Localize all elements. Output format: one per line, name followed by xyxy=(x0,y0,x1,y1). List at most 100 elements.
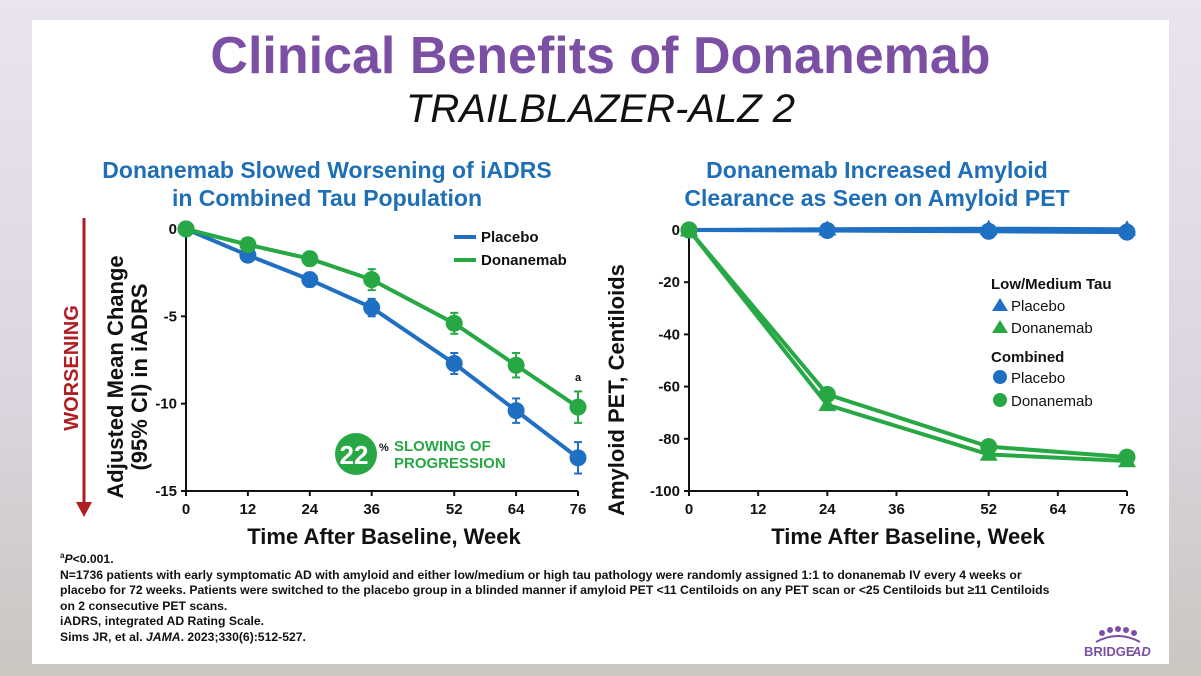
amyloid-combined-donanemab-line xyxy=(687,228,1128,460)
amyloid-combined-donanemab-point xyxy=(980,438,998,456)
callout-circle xyxy=(335,433,377,475)
left-y-axis-label-line1: Adjusted Mean Change xyxy=(103,255,128,498)
citation-rest: . 2023;330(6):512-527. xyxy=(180,630,306,645)
iadrs-y-tick-label: 0 xyxy=(169,221,177,238)
amyloid-low-medium-tau-donanemab-line xyxy=(687,228,1128,463)
amyloid-x-tick-label: 76 xyxy=(1119,501,1136,518)
footnote-line-1: N=1736 patients with early symptomatic A… xyxy=(60,567,1022,582)
iadrs-donanemab-point xyxy=(239,236,257,254)
left-series xyxy=(177,220,587,475)
slide-subtitle: TRAILBLAZER-ALZ 2 xyxy=(405,87,795,131)
citation-author: Sims JR, et al. xyxy=(60,630,147,645)
iadrs-donanemab-point xyxy=(507,356,525,374)
legend-group-combined: Combined xyxy=(991,349,1064,366)
right-series xyxy=(680,219,1136,468)
slide: Clinical Benefits of Donanemab TRAILBLAZ… xyxy=(32,20,1169,664)
right-chart-title-line2: Clearance as Seen on Amyloid PET xyxy=(684,185,1070,211)
amyloid-x-tick-label: 52 xyxy=(980,501,997,518)
iadrs-donanemab-point xyxy=(177,220,195,238)
legend-group-low-medium-tau: Low/Medium Tau xyxy=(991,276,1112,293)
slide-title: Clinical Benefits of Donanemab xyxy=(210,27,991,85)
iadrs-x-tick-label: 76 xyxy=(570,501,587,518)
legend-lm-placebo-marker xyxy=(992,298,1008,311)
iadrs-chart: WORSENING Adjusted Mean Change (95% CI) … xyxy=(61,218,1136,549)
iadrs-y-tick-label: -5 xyxy=(164,308,177,325)
callout-value: 22 xyxy=(340,440,369,470)
amyloid-y-tick-label: 0 xyxy=(672,222,680,239)
legend-lm-donanemab-label: Donanemab xyxy=(1011,320,1093,337)
amyloid-x-tick-label: 12 xyxy=(750,501,767,518)
amyloid-combined-donanemab-point xyxy=(680,221,698,239)
left-x-axis-label: Time After Baseline, Week xyxy=(247,524,521,549)
footnote-a: aP<0.001. xyxy=(60,548,1080,568)
iadrs-donanemab-point xyxy=(569,398,587,416)
footnote-line-4: iADRS, integrated AD Rating Scale. xyxy=(60,614,265,629)
logo-text-italic: AD xyxy=(1131,644,1151,659)
left-y-axis-label-line2: (95% CI) in iADRS xyxy=(127,283,152,470)
iadrs-placebo-point xyxy=(569,449,587,467)
amyloid-combined-placebo-point xyxy=(1118,223,1136,241)
amyloid-x-tick-label: 0 xyxy=(685,501,693,518)
footnote-a-p: P xyxy=(64,552,73,567)
legend-c-placebo-label: Placebo xyxy=(1011,370,1065,387)
citation-journal: JAMA xyxy=(146,630,181,645)
legend-c-placebo-marker xyxy=(993,370,1007,384)
amyloid-y-tick-label: -60 xyxy=(658,379,680,396)
amyloid-x-tick-label: 64 xyxy=(1049,501,1066,518)
callout-text-line1: SLOWING OF xyxy=(394,438,491,455)
iadrs-x-tick-label: 24 xyxy=(301,501,318,518)
logo-text: BRIDGE xyxy=(1084,644,1135,659)
iadrs-x-tick-label: 52 xyxy=(446,501,463,518)
iadrs-y-tick-label: -10 xyxy=(155,396,177,413)
footnote-line-2: placebo for 72 weeks. Patients were swit… xyxy=(60,583,1050,598)
iadrs-placebo-point xyxy=(445,354,463,372)
legend-placebo-label: Placebo xyxy=(481,229,539,246)
footnote-a-rest: <0.001. xyxy=(72,552,114,567)
right-y-axis-label: Amyloid PET, Centiloids xyxy=(604,264,629,516)
iadrs-donanemab-point xyxy=(301,250,319,268)
iadrs-y-tick-label: -15 xyxy=(155,483,177,500)
iadrs-x-tick-label: 0 xyxy=(182,501,190,518)
iadrs-donanemab-point xyxy=(445,314,463,332)
amyloid-y-tick-label: -40 xyxy=(658,326,680,343)
footnote-a-sup: a xyxy=(60,551,65,560)
amyloid-x-tick-label: 36 xyxy=(888,501,905,518)
amyloid-y-tick-label: -100 xyxy=(650,483,680,500)
left-axes: 0 -5 -10 -15 0 12 24 36 52 64 76 xyxy=(155,221,586,518)
iadrs-donanemab-point xyxy=(363,271,381,289)
amyloid-combined-donanemab-point xyxy=(818,385,836,403)
amyloid-combined-placebo-line xyxy=(688,228,1128,235)
iadrs-placebo-point xyxy=(301,271,319,289)
callout-text-line2: PROGRESSION xyxy=(394,455,506,472)
amyloid-combined-donanemab-point xyxy=(1118,448,1136,466)
amyloid-y-tick-label: -20 xyxy=(658,274,680,291)
worsening-label: WORSENING xyxy=(61,305,83,431)
right-x-axis-label: Time After Baseline, Week xyxy=(771,524,1045,549)
significance-annotation: a xyxy=(575,372,582,384)
callout-unit: % xyxy=(379,442,389,454)
left-chart-title-line2: in Combined Tau Population xyxy=(171,185,483,211)
footnotes: aP<0.001. N=1736 patients with early sym… xyxy=(60,548,1080,646)
iadrs-x-tick-label: 64 xyxy=(508,501,525,518)
legend-donanemab-label: Donanemab xyxy=(481,252,567,269)
amyloid-x-tick-label: 24 xyxy=(819,501,836,518)
left-chart-title-line1: Donanemab Slowed Worsening of iADRS xyxy=(102,157,552,183)
iadrs-x-tick-label: 12 xyxy=(240,501,257,518)
right-axes: 0 -20 -40 -60 -80 -100 0 12 24 36 52 64 76 xyxy=(650,222,1135,518)
iadrs-placebo-point xyxy=(507,402,525,420)
iadrs-x-tick-label: 36 xyxy=(363,501,380,518)
iadrs-placebo-point xyxy=(363,299,381,317)
left-chart-title: Donanemab Slowed Worsening of iADRS in C… xyxy=(52,156,602,212)
legend-c-donanemab-label: Donanemab xyxy=(1011,393,1093,410)
amyloid-combined-placebo-point xyxy=(980,222,998,240)
footnote-citation: Sims JR, et al. JAMA. 2023;330(6):512-52… xyxy=(60,630,1080,646)
amyloid-low-medium-tau-donanemab-point xyxy=(818,395,837,412)
bridgead-logo: BRIDGE AD xyxy=(1084,626,1151,659)
right-chart-title: Donanemab Increased Amyloid Clearance as… xyxy=(632,156,1122,212)
legend-lm-placebo-label: Placebo xyxy=(1011,298,1065,315)
footnote-line-3: on 2 consecutive PET scans. xyxy=(60,598,228,613)
amyloid-y-tick-label: -80 xyxy=(658,431,680,448)
worsening-arrow-head xyxy=(76,502,92,517)
amyloid-combined-placebo-point xyxy=(818,222,836,240)
legend-c-donanemab-marker xyxy=(993,393,1007,407)
